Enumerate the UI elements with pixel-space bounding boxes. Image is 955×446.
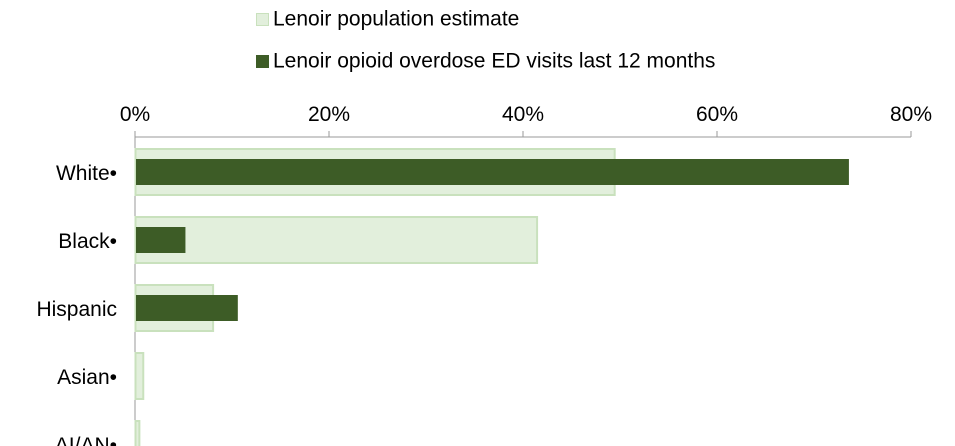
x-tick-label: 80% xyxy=(890,103,932,126)
bar-population xyxy=(134,216,539,264)
category-label: AI/AN• xyxy=(55,434,117,446)
category-label: Hispanic xyxy=(36,298,117,321)
x-tick-label: 20% xyxy=(308,103,350,126)
bar-ed-visits xyxy=(136,295,238,321)
legend-item-ed-visits: Lenoir opioid overdose ED visits last 12… xyxy=(256,49,715,73)
legend-swatch-ed-visits xyxy=(256,54,269,68)
category-label: Asian• xyxy=(57,366,117,389)
legend-label-population: Lenoir population estimate xyxy=(273,7,520,31)
legend-item-population: Lenoir population estimate xyxy=(256,7,519,31)
category-label: Black• xyxy=(58,230,117,253)
x-tick-label: 60% xyxy=(696,103,738,126)
bar-population xyxy=(134,352,145,400)
x-tick-label: 0% xyxy=(120,103,150,126)
category-label: White• xyxy=(56,162,117,185)
bar-ed-visits xyxy=(136,227,186,253)
legend-swatch-population xyxy=(256,12,269,26)
x-tick-label: 40% xyxy=(502,103,544,126)
bar-ed-visits xyxy=(136,159,849,185)
legend-label-ed-visits: Lenoir opioid overdose ED visits last 12… xyxy=(273,49,716,73)
bar-population xyxy=(134,420,141,446)
